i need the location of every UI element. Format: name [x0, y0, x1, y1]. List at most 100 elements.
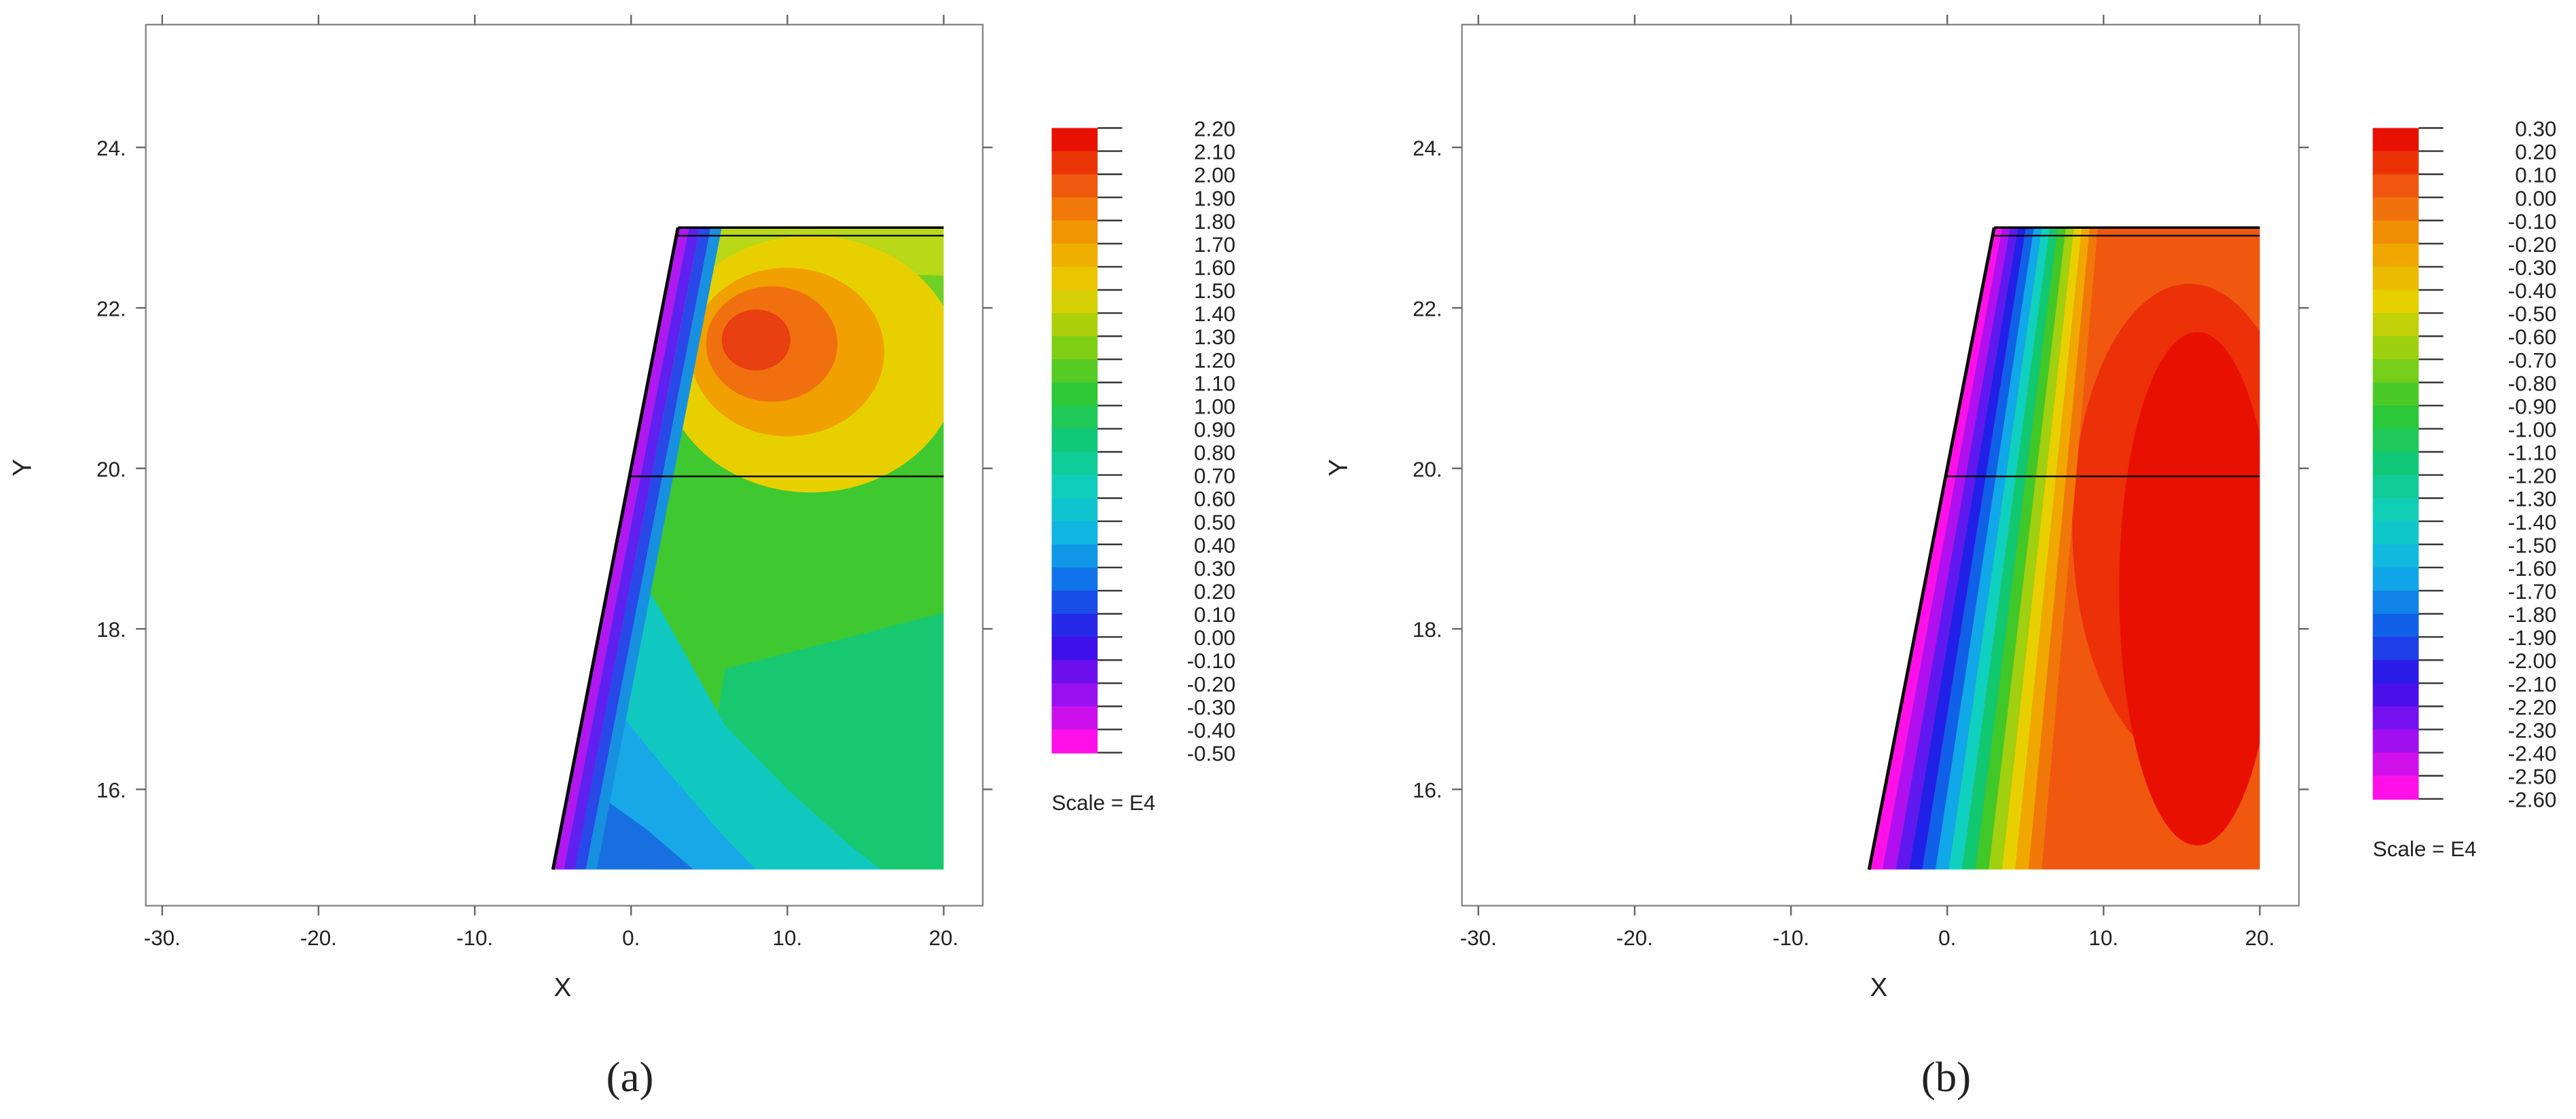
panel: -30. -20. -10. 0. 10. 20. 16. 18. 20. 22. 24. X Y (a)… — [8, 14, 1236, 1101]
colorbar-label: -1.00 — [2508, 418, 2557, 441]
x-tick-label: -10. — [1773, 926, 1809, 950]
colorbar-band — [2372, 613, 2419, 638]
x-tick-label: 0. — [622, 926, 640, 950]
colorbar-label: 0.90 — [1194, 418, 1235, 441]
colorbar-band — [1051, 729, 1098, 754]
colorbar-band — [2372, 289, 2419, 314]
y-tick-label: 22. — [1413, 297, 1443, 321]
colorbar-band — [1051, 174, 1098, 198]
x-tick-label: -20. — [300, 926, 337, 950]
y-tick-label: 24. — [1413, 136, 1443, 160]
colorbar-band — [1051, 405, 1098, 430]
y-axis-label: Y — [8, 459, 37, 477]
contour-band — [1948, 227, 2050, 870]
colorbar-band — [2372, 683, 2419, 708]
y-tick-label: 16. — [96, 779, 126, 803]
colorbar-label: 0.10 — [1194, 603, 1235, 627]
colorbar-label: 0.00 — [2515, 187, 2556, 210]
contour-band — [1975, 227, 2066, 870]
colorbar-band — [2372, 151, 2419, 175]
colorbar-label: 2.20 — [1194, 117, 1235, 141]
colorbar-band — [1051, 313, 1098, 337]
colorbar-band — [1051, 613, 1098, 638]
colorbar-label: 0.60 — [1194, 488, 1235, 511]
colorbar-label: 1.40 — [1194, 302, 1235, 326]
contour-band — [575, 227, 711, 870]
colorbar-label: -2.30 — [2508, 718, 2557, 742]
colorbar-label: 1.20 — [1194, 348, 1235, 372]
colorbar-band — [2372, 428, 2419, 453]
colorbar-band — [2372, 336, 2419, 361]
colorbar-band — [1051, 197, 1098, 221]
colorbar-band — [2372, 544, 2419, 569]
contour-band — [2015, 227, 2090, 870]
colorbar-label: -1.50 — [2508, 534, 2557, 557]
colorbar-label: 1.80 — [1194, 210, 1235, 234]
colorbar-band — [2372, 382, 2419, 407]
colorbar-label: -2.00 — [2508, 649, 2557, 673]
colorbar-band — [1051, 475, 1098, 499]
x-tick-label: -30. — [144, 926, 181, 950]
y-tick-label: 16. — [1413, 779, 1443, 803]
contour-band — [1895, 227, 2018, 870]
colorbar-label: 0.10 — [2515, 164, 2556, 187]
colorbar-band — [1051, 452, 1098, 476]
colorbar-band — [2372, 590, 2419, 615]
x-tick-label: -10. — [456, 926, 493, 950]
colorbar-label: 0.70 — [1194, 464, 1235, 488]
colorbar-band — [2372, 313, 2419, 337]
colorbar-band — [2372, 752, 2419, 777]
colorbar-label: -0.40 — [2508, 279, 2557, 303]
colorbar-label: -0.70 — [2508, 348, 2557, 372]
colorbar-band — [2372, 775, 2419, 800]
slope-line — [551, 227, 680, 870]
colorbar-band — [1051, 521, 1098, 545]
colorbar-label: -0.50 — [1187, 741, 1236, 765]
colorbar-band — [1051, 544, 1098, 569]
colorbar-band — [1051, 590, 1098, 615]
colorbar-label: 0.50 — [1194, 511, 1235, 534]
colorbar-band — [1051, 683, 1098, 708]
colorbar-label: -0.40 — [1187, 718, 1236, 742]
contour-band — [721, 309, 791, 371]
colorbar-band — [1051, 151, 1098, 175]
colorbar-band — [1051, 336, 1098, 361]
colorbar-band — [2372, 266, 2419, 291]
y-axis-label: Y — [1324, 459, 1353, 477]
x-tick-label: 0. — [1938, 926, 1956, 950]
colorbar-label: -0.60 — [2508, 325, 2557, 349]
x-tick-label: 10. — [773, 926, 803, 950]
contour-band — [1908, 227, 2027, 870]
contour-band — [2001, 227, 2082, 870]
colorbar-label: -0.20 — [1187, 672, 1236, 696]
colorbar-band — [1051, 220, 1098, 245]
colorbar-label: 1.10 — [1194, 371, 1235, 395]
colorbar-band — [2372, 243, 2419, 268]
colorbar-band — [2372, 729, 2419, 754]
slope-line — [1867, 227, 1996, 870]
colorbar-band — [1051, 289, 1098, 314]
x-axis-label: X — [1870, 973, 1888, 1002]
contour-band — [553, 227, 689, 870]
colorbar-label: -0.20 — [2508, 233, 2557, 257]
colorbar-band — [2372, 498, 2419, 522]
colorbar-label: 2.00 — [1194, 164, 1235, 187]
colorbar-label: -1.20 — [2508, 464, 2557, 488]
colorbar-label: -0.30 — [2508, 256, 2557, 280]
colorbar-band — [1051, 266, 1098, 291]
contour-field — [553, 227, 944, 870]
colorbar-label: -1.80 — [2508, 603, 2557, 627]
colorbar-label: -1.90 — [2508, 626, 2557, 650]
colorbar-band — [1051, 359, 1098, 384]
contour-band — [1962, 227, 2058, 870]
colorbar-band — [2372, 475, 2419, 499]
colorbar-band — [1051, 428, 1098, 453]
colorbar-label: 0.30 — [2515, 117, 2556, 141]
colorbar-label: 0.40 — [1194, 534, 1235, 557]
colorbar-band — [1051, 637, 1098, 661]
colorbar-band — [1051, 382, 1098, 407]
contour-band — [1935, 227, 2042, 870]
colorbar-band — [2372, 521, 2419, 545]
